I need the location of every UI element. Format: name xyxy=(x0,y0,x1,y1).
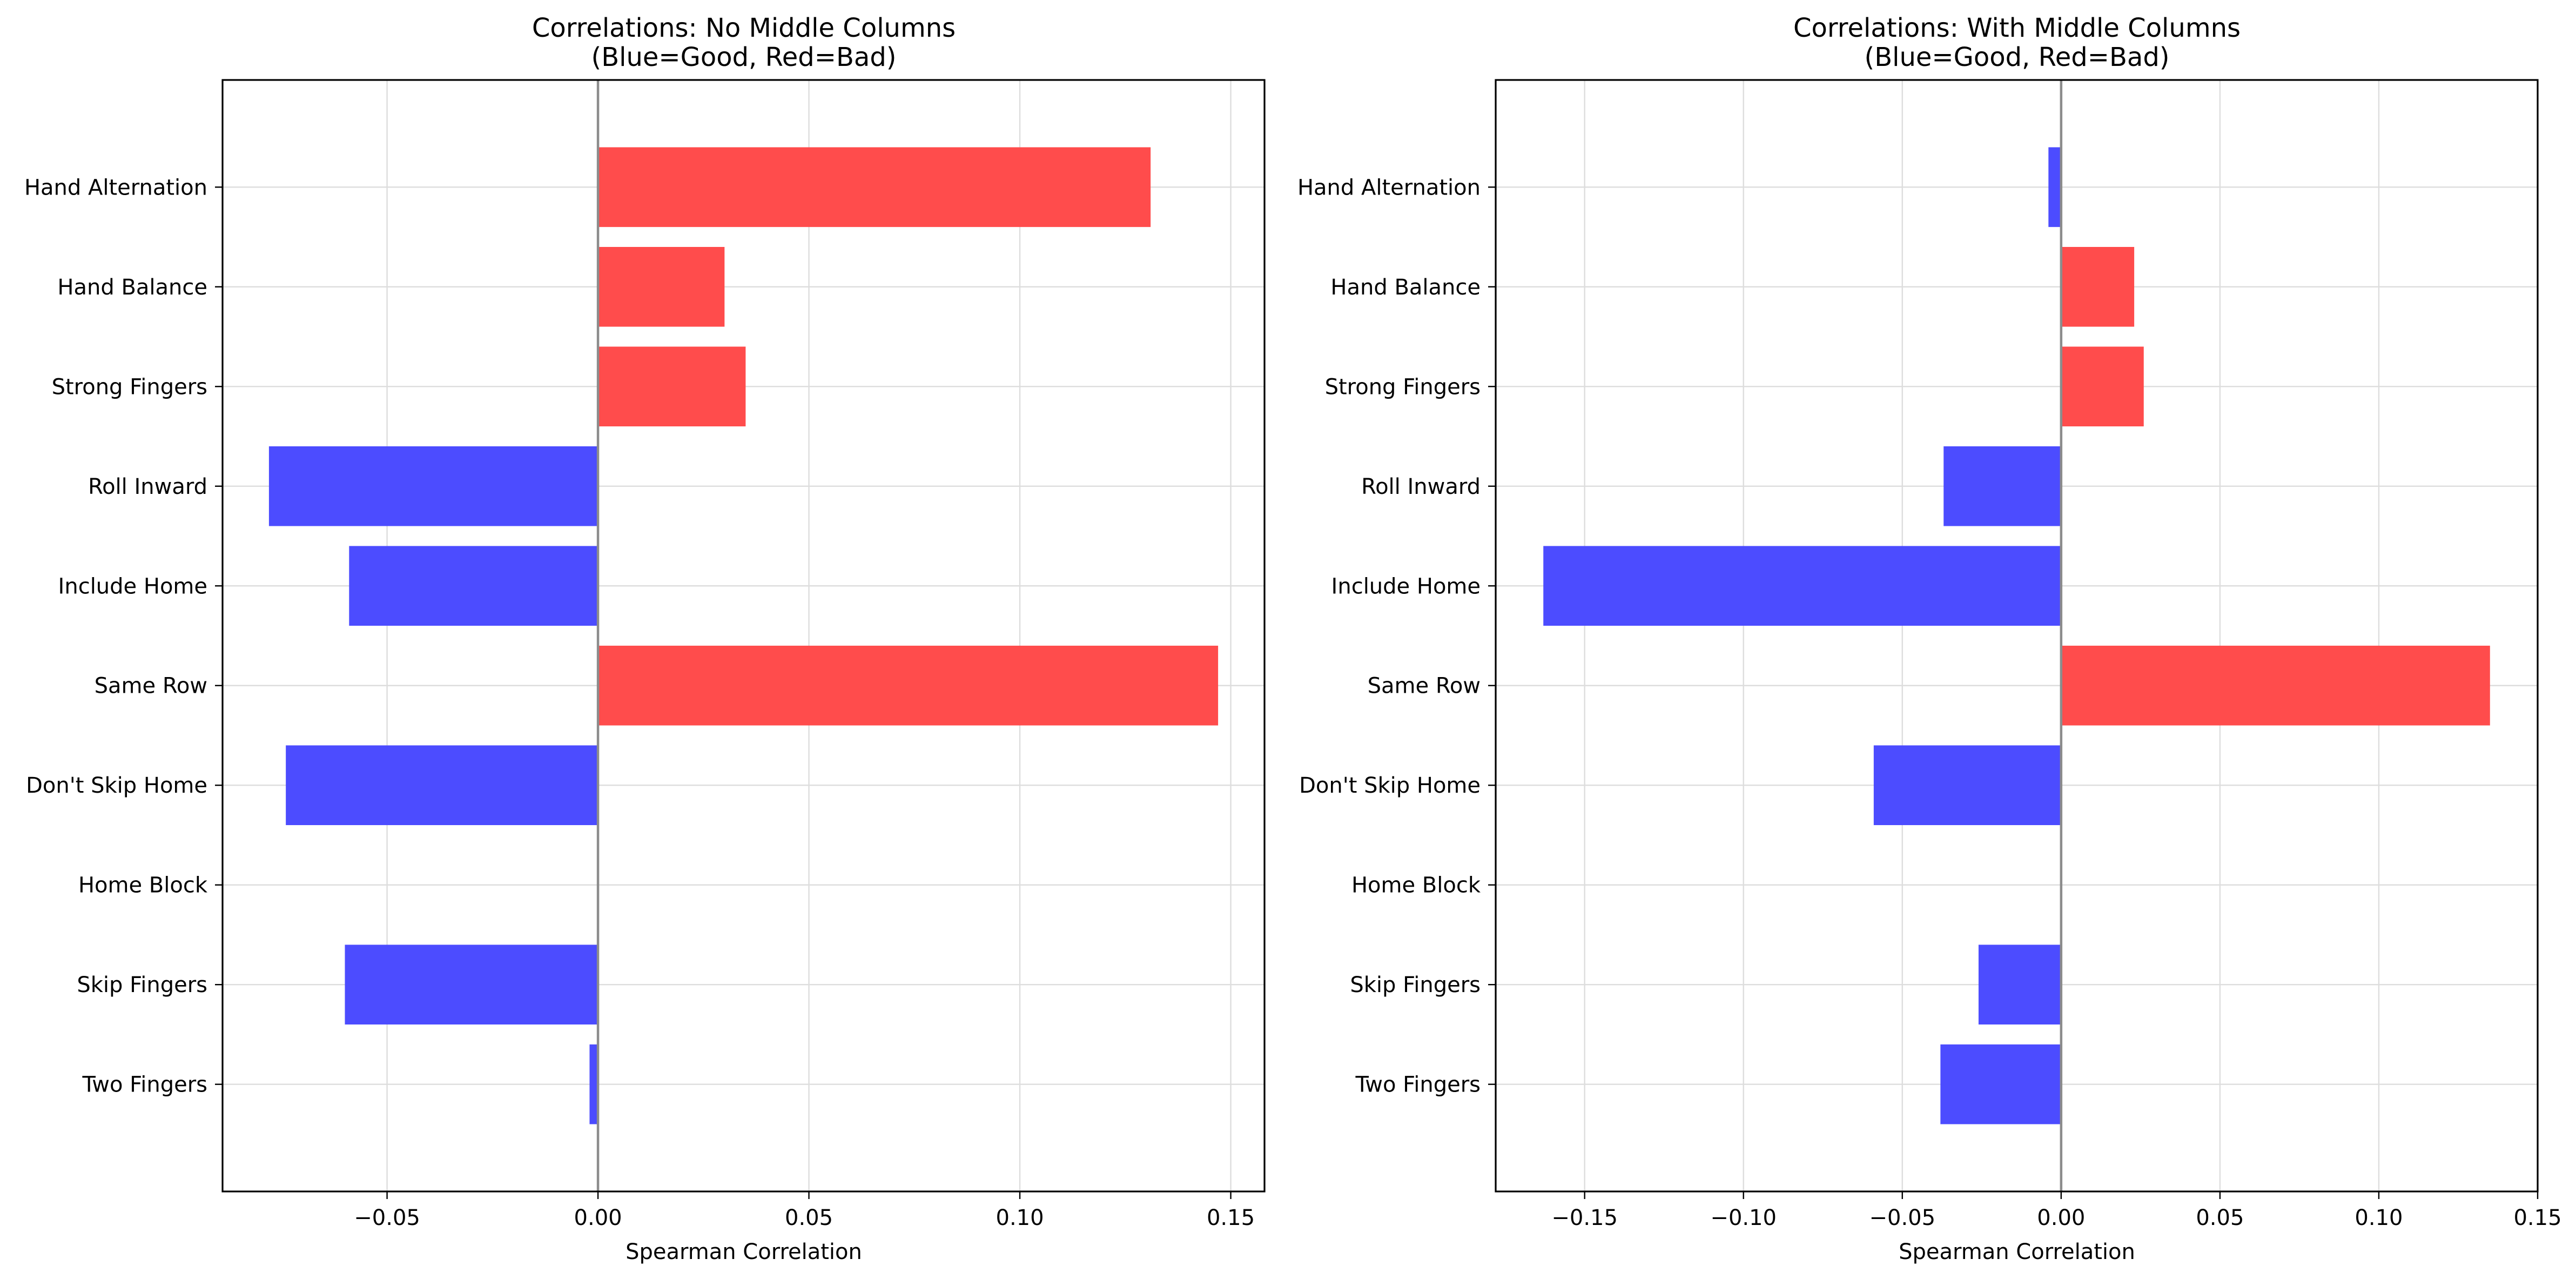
y-tick-label: Skip Fingers xyxy=(77,973,207,997)
x-tick-label: −0.15 xyxy=(1551,1206,1618,1230)
x-tick-label: 0.10 xyxy=(996,1206,1044,1230)
chart-with-middle-columns: Correlations: With Middle Columns (Blue=… xyxy=(1297,13,2562,1264)
x-tick-label: 0.05 xyxy=(2196,1206,2244,1230)
x-tick-label: −0.10 xyxy=(1710,1206,1777,1230)
y-tick-label: Hand Balance xyxy=(57,275,207,300)
x-tick-label: 0.15 xyxy=(1207,1206,1255,1230)
bar-two-fingers xyxy=(589,1044,598,1124)
bar-don-t-skip-home xyxy=(1873,745,2061,826)
x-tick-label: 0.00 xyxy=(2037,1206,2085,1230)
bar-hand-alternation xyxy=(598,147,1151,227)
chart-title-line-2: (Blue=Good, Red=Bad) xyxy=(1864,42,2169,72)
x-axis-label: Spearman Correlation xyxy=(625,1240,862,1264)
bar-same-row xyxy=(2061,645,2490,726)
y-tick-label: Strong Fingers xyxy=(52,374,207,399)
bar-hand-balance xyxy=(2061,247,2135,327)
y-tick-label: Skip Fingers xyxy=(1350,973,1481,997)
y-tick-label: Hand Alternation xyxy=(24,175,207,200)
y-tick-label: Home Block xyxy=(1351,873,1481,898)
bar-skip-fingers xyxy=(345,945,598,1024)
x-axis-label: Spearman Correlation xyxy=(1899,1240,2135,1264)
bar-roll-inward xyxy=(268,446,598,526)
bar-roll-inward xyxy=(1943,446,2061,526)
x-tick-label: 0.00 xyxy=(574,1206,622,1230)
y-tick-label: Roll Inward xyxy=(88,474,207,499)
x-tick-label: 0.05 xyxy=(785,1206,833,1230)
bar-include-home xyxy=(1543,546,2061,626)
y-tick-label: Include Home xyxy=(1331,574,1481,599)
y-tick-label: Home Block xyxy=(78,873,208,898)
axes-frame xyxy=(221,79,1266,1193)
y-tick-label: Roll Inward xyxy=(1361,474,1481,499)
bar-same-row xyxy=(598,645,1219,726)
y-tick-label: Don't Skip Home xyxy=(26,773,207,798)
x-tick-label: −0.05 xyxy=(1869,1206,1935,1230)
chart-title-line-1: Correlations: With Middle Columns xyxy=(1793,13,2241,43)
chart-no-middle-columns: Correlations: No Middle Columns (Blue=Go… xyxy=(24,13,1266,1264)
y-tick-label: Don't Skip Home xyxy=(1299,773,1481,798)
y-tick-label: Hand Balance xyxy=(1330,275,1481,300)
chart-title-line-1: Correlations: No Middle Columns xyxy=(532,13,956,43)
bar-skip-fingers xyxy=(1978,945,2061,1024)
bar-hand-alternation xyxy=(2048,147,2061,227)
y-tick-label: Hand Alternation xyxy=(1297,175,1481,200)
x-tick-label: 0.15 xyxy=(2513,1206,2561,1230)
axes-frame xyxy=(1495,79,2539,1193)
bar-include-home xyxy=(349,546,598,626)
bar-don-t-skip-home xyxy=(286,745,598,826)
bar-strong-fingers xyxy=(598,346,746,427)
chart-title-line-2: (Blue=Good, Red=Bad) xyxy=(591,42,896,72)
y-tick-label: Two Fingers xyxy=(82,1073,207,1097)
plot-area: −0.15 −0.10 −0.05 0.00 0.05 0.10 0.15 Hand Alte… xyxy=(1297,79,2562,1230)
y-tick-label: Include Home xyxy=(58,574,207,599)
bar-strong-fingers xyxy=(2061,346,2144,427)
bar-two-fingers xyxy=(1940,1044,2061,1124)
y-tick-label: Same Row xyxy=(1368,674,1481,699)
y-tick-label: Two Fingers xyxy=(1355,1073,1481,1097)
plot-area: −0.05 0.00 0.05 0.10 0.15 Hand Alternation Han… xyxy=(24,79,1266,1230)
bar-hand-balance xyxy=(598,247,725,327)
x-tick-label: −0.05 xyxy=(354,1206,420,1230)
x-tick-label: 0.10 xyxy=(2355,1206,2403,1230)
y-tick-label: Strong Fingers xyxy=(1325,374,1481,399)
y-tick-label: Same Row xyxy=(95,674,207,699)
